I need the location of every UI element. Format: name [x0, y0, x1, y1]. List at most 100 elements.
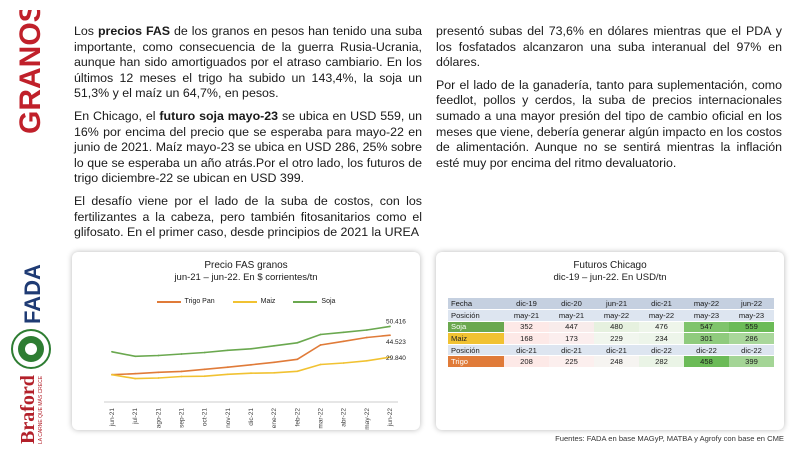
- table-cell: 282: [639, 355, 684, 369]
- table-cell: may-22: [684, 298, 729, 311]
- data-point: [319, 333, 322, 336]
- chart-title: Precio FAS granos: [204, 260, 288, 271]
- body-text-left: Los precios FAS de los granos en pesos h…: [74, 24, 422, 248]
- table-cell: dic-22: [729, 344, 774, 357]
- x-tick-label: oct-21: [202, 408, 209, 426]
- data-point: [203, 351, 206, 354]
- table-cell: 480: [594, 321, 639, 334]
- data-point: [342, 340, 345, 343]
- data-point: [273, 361, 276, 364]
- text-run: El desafío viene por el lado de la suba …: [74, 193, 422, 240]
- data-point: [134, 355, 137, 358]
- x-tick-label: mar-22: [318, 408, 325, 429]
- legend-swatch: [293, 300, 318, 303]
- data-point: [296, 370, 299, 373]
- body-text-right: presentó subas del 73,6% en dólares mien…: [436, 24, 782, 178]
- x-tick-label: jun-22: [387, 408, 394, 427]
- precio-fas-chart: jun-21 jul-21 ago-21 sep-21 oct-21 nov-21 dic-…: [104, 318, 406, 430]
- data-point: [203, 375, 206, 378]
- legend-swatch: [156, 300, 181, 303]
- data-point: [365, 329, 368, 331]
- table-cell: jun-22: [729, 298, 774, 311]
- data-point: [250, 347, 252, 350]
- data-point: [134, 372, 137, 375]
- data-point: [180, 370, 183, 373]
- fada-logo-text: FADA: [20, 264, 45, 324]
- legend-label: Soja: [321, 298, 336, 305]
- text-run: se ubica en USD 559, un 16% por encima d…: [74, 108, 422, 186]
- x-tick-label: dic-21: [248, 408, 255, 426]
- table-cell: dic-22: [639, 344, 684, 357]
- data-point: [157, 377, 160, 379]
- data-point: [111, 350, 113, 353]
- table-cell: 173: [549, 332, 594, 345]
- data-point: [342, 331, 345, 334]
- legend-label: Maiz: [260, 298, 276, 305]
- table-cell: 447: [549, 321, 594, 334]
- data-point: [389, 334, 391, 337]
- row-label: Posición: [448, 309, 504, 322]
- table-row: Fecha dic-19 dic-20 jun-21 dic-21 may-22 jun-2…: [448, 298, 774, 311]
- data-point: [226, 349, 229, 352]
- table-cell: dic-22: [684, 344, 729, 357]
- table-cell: 208: [504, 355, 549, 369]
- text-run: Los: [74, 24, 98, 38]
- data-point: [273, 344, 276, 347]
- data-point: [250, 372, 252, 375]
- seal-logo: [10, 328, 52, 370]
- fada-logo: FADA: [18, 258, 48, 328]
- chart-legend: Trigo Pan Maiz Soja: [72, 298, 420, 305]
- table-cell: 168: [504, 332, 549, 345]
- table-cell: may-21: [504, 309, 549, 322]
- paragraph: En Chicago, el futuro soja mayo-23 se ub…: [74, 109, 422, 187]
- data-point: [273, 371, 276, 374]
- table-cell: may-23: [729, 309, 774, 322]
- x-tick-label: feb-22: [294, 408, 301, 427]
- series-line-maiz: [111, 356, 391, 380]
- x-tick-label: jul-21: [132, 408, 139, 425]
- brand-strip: GRANOS FADA Braford LA CARNE QUE MÁS CRE…: [0, 0, 60, 450]
- x-tick-label: sep-21: [179, 408, 186, 428]
- end-value-label: 44.523: [386, 339, 406, 346]
- table-cell: may-22: [594, 309, 639, 322]
- data-point: [319, 344, 322, 346]
- data-point: [180, 375, 183, 378]
- braford-logo-subtext: LA CARNE QUE MÁS CRECE: [37, 375, 44, 444]
- data-point: [389, 356, 391, 359]
- x-tick-label: jun-21: [109, 408, 116, 427]
- data-point: [389, 325, 391, 328]
- table-cell: 248: [594, 355, 639, 369]
- data-point: [157, 354, 160, 357]
- data-point: [365, 359, 368, 362]
- table-cell: 229: [594, 332, 639, 345]
- chart-subtitle: jun-21 – jun-22. En $ corrientes/tn: [174, 272, 318, 283]
- table-cell: jun-21: [594, 298, 639, 311]
- data-point: [319, 363, 322, 366]
- futuros-table: Fecha dic-19 dic-20 jun-21 dic-21 may-22 jun-2…: [448, 298, 774, 369]
- futuros-title: Futuros Chicago: [573, 260, 647, 271]
- text-run: de los granos en pesos han tenido una su…: [74, 24, 423, 101]
- data-point: [296, 341, 299, 344]
- legend-item: Maiz: [232, 298, 276, 305]
- table-row: Posición may-21 may-21 may-22 may-22 may-23 ma…: [448, 309, 774, 322]
- row-label: Posición: [448, 344, 504, 357]
- x-tick-label: ene-22: [271, 408, 278, 429]
- x-tick-label: nov-21: [225, 408, 232, 428]
- end-value-label: 50.416: [386, 318, 406, 325]
- row-label: Fecha: [448, 298, 504, 311]
- legend-item: Trigo Pan: [156, 298, 215, 305]
- section-title-text: GRANOS: [14, 10, 47, 134]
- end-value-label: 29.840: [386, 355, 406, 362]
- row-label: Maiz: [448, 332, 504, 345]
- data-point: [111, 373, 113, 376]
- row-label: Soja: [448, 321, 504, 334]
- table-cell: dic-21: [639, 298, 684, 311]
- table-cell: may-21: [549, 309, 594, 322]
- text-run: presentó subas del 73,6% en dólares mien…: [436, 24, 782, 70]
- paragraph: Por el lado de la ganadería, tanto para …: [436, 78, 782, 172]
- data-point: [226, 366, 229, 369]
- data-point: [180, 353, 183, 355]
- table-cell: 547: [684, 321, 729, 334]
- text-run: Por el lado de la ganadería, tanto para …: [436, 77, 782, 170]
- x-tick-label: may-22: [364, 408, 371, 430]
